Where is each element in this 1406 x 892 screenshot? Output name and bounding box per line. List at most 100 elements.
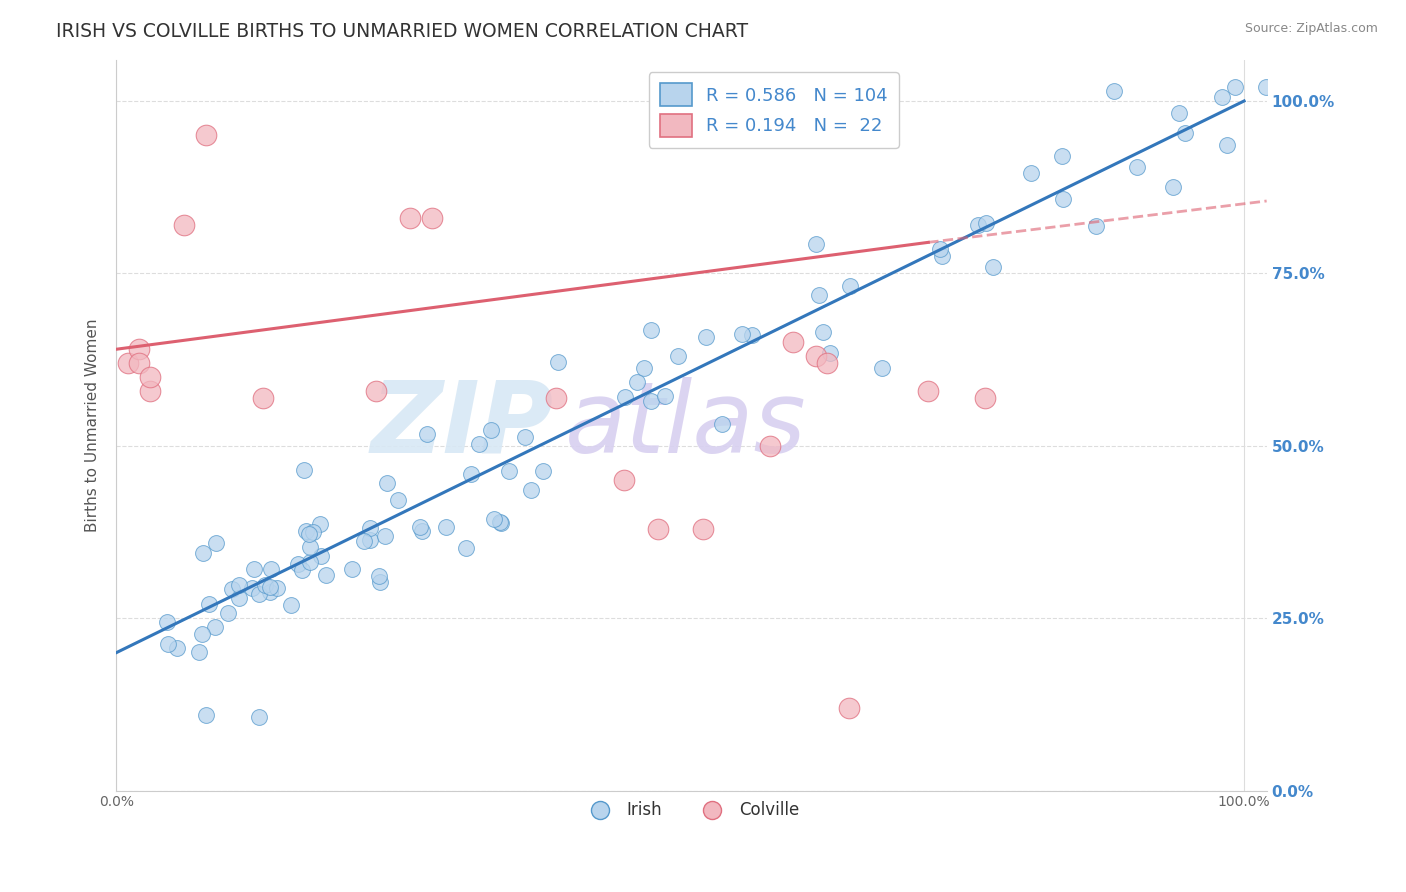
Text: ZIP: ZIP <box>370 376 554 474</box>
Point <box>188 645 211 659</box>
Point <box>614 390 637 404</box>
Point <box>128 356 150 370</box>
Point <box>1126 160 1149 174</box>
Point <box>983 260 1005 274</box>
Point <box>139 369 162 384</box>
Point <box>1168 106 1191 120</box>
Point <box>387 492 409 507</box>
Point <box>253 577 276 591</box>
Point <box>416 426 439 441</box>
Point <box>173 218 195 232</box>
Point <box>813 326 835 340</box>
Point <box>1215 138 1237 153</box>
Point <box>872 361 894 376</box>
Point <box>259 585 281 599</box>
Point <box>815 356 838 370</box>
Point <box>759 439 782 453</box>
Point <box>460 467 482 482</box>
Point <box>398 211 420 226</box>
Point <box>359 521 381 535</box>
Point <box>411 524 433 538</box>
Point <box>818 345 841 359</box>
Point <box>838 278 860 293</box>
Point <box>468 437 491 451</box>
Point <box>520 483 543 497</box>
Point <box>1050 149 1073 163</box>
Point <box>626 375 648 389</box>
Point <box>931 249 953 263</box>
Point <box>409 520 432 534</box>
Point <box>128 343 150 357</box>
Y-axis label: Births to Unmarried Women: Births to Unmarried Women <box>86 318 100 532</box>
Point <box>353 534 375 549</box>
Point <box>929 242 952 256</box>
Text: atlas: atlas <box>565 376 807 474</box>
Point <box>782 335 804 350</box>
Point <box>434 520 457 534</box>
Point <box>359 533 381 547</box>
Point <box>298 527 321 541</box>
Point <box>498 464 520 478</box>
Point <box>711 417 734 432</box>
Point <box>1084 219 1107 234</box>
Point <box>1019 166 1042 180</box>
Point <box>838 701 860 715</box>
Point <box>280 599 302 613</box>
Point <box>375 476 398 491</box>
Point <box>456 541 478 555</box>
Point <box>155 615 177 630</box>
Point <box>266 581 288 595</box>
Point <box>117 356 139 370</box>
Point <box>247 587 270 601</box>
Point <box>243 562 266 576</box>
Point <box>374 529 396 543</box>
Point <box>741 327 763 342</box>
Point <box>240 581 263 595</box>
Text: IRISH VS COLVILLE BIRTHS TO UNMARRIED WOMEN CORRELATION CHART: IRISH VS COLVILLE BIRTHS TO UNMARRIED WO… <box>56 22 748 41</box>
Point <box>640 394 662 409</box>
Point <box>479 423 502 437</box>
Point <box>666 349 689 363</box>
Point <box>368 575 391 590</box>
Point <box>204 620 226 634</box>
Point <box>260 562 283 576</box>
Point <box>247 709 270 723</box>
Point <box>489 515 512 529</box>
Point <box>364 384 387 398</box>
Point <box>166 641 188 656</box>
Point <box>1223 80 1246 95</box>
Legend: Irish, Colville: Irish, Colville <box>576 795 806 826</box>
Point <box>489 516 512 530</box>
Point <box>547 355 569 369</box>
Point <box>217 606 239 620</box>
Point <box>228 591 250 605</box>
Point <box>287 557 309 571</box>
Point <box>654 389 676 403</box>
Point <box>315 567 337 582</box>
Point <box>221 582 243 596</box>
Point <box>1052 192 1074 206</box>
Point <box>228 577 250 591</box>
Point <box>807 288 830 302</box>
Point <box>252 391 274 405</box>
Point <box>482 512 505 526</box>
Point <box>198 597 221 611</box>
Point <box>804 237 827 252</box>
Point <box>309 516 332 531</box>
Point <box>640 323 662 337</box>
Point <box>973 391 995 405</box>
Point <box>1254 80 1277 95</box>
Point <box>613 473 636 487</box>
Point <box>531 464 554 478</box>
Point <box>156 637 179 651</box>
Point <box>368 569 391 583</box>
Point <box>302 525 325 540</box>
Point <box>291 563 314 577</box>
Point <box>731 327 754 342</box>
Point <box>515 430 537 444</box>
Point <box>190 626 212 640</box>
Point <box>966 218 988 232</box>
Point <box>298 555 321 569</box>
Point <box>342 562 364 576</box>
Point <box>309 549 332 563</box>
